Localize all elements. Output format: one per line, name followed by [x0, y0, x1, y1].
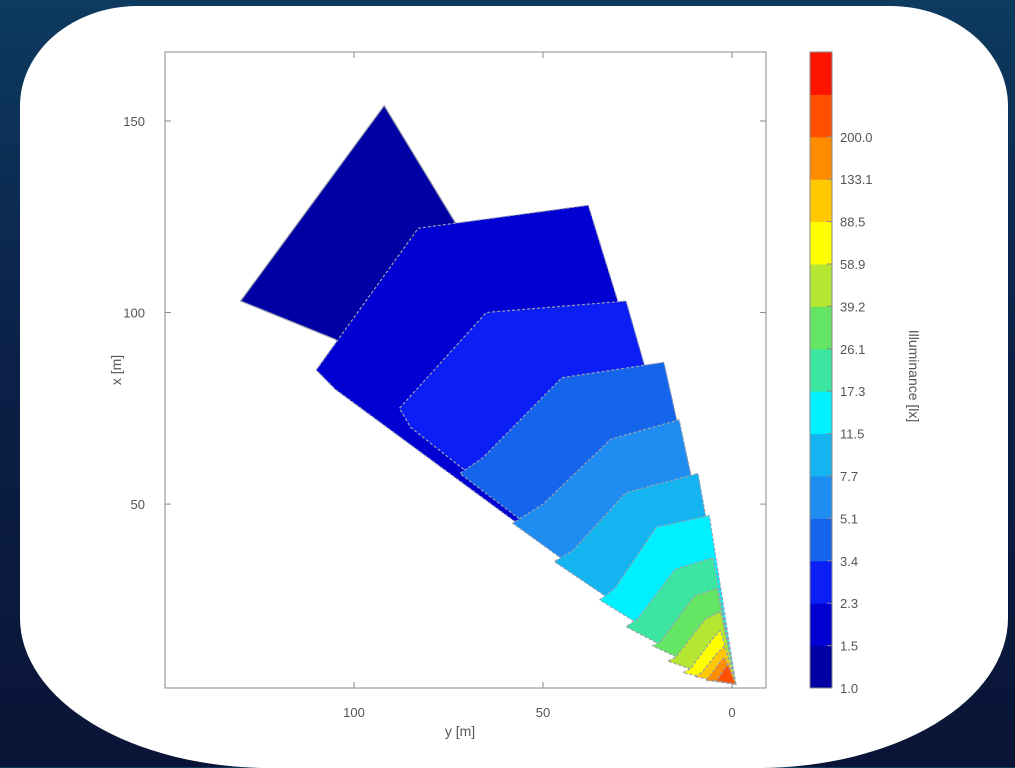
- plot-frame: [164, 51, 767, 689]
- colorbar: 1.0 1.5 2.3 3.4 5.1 7.7 11.5 17.3 26.1 39.2 58.9 88…: [809, 51, 873, 696]
- colorbar-tick-label: 133.1: [840, 172, 873, 187]
- contour-fill-layer: [240, 104, 737, 685]
- colorbar-tick-label: 58.9: [840, 257, 865, 272]
- colorbar-segment: [810, 94, 832, 138]
- figure-card: 100 50 0 50 100 150 y [m] x [m] 1.0 1.5 2.3 3.4 5…: [20, 6, 1008, 768]
- colorbar-tick-label: 2.3: [840, 596, 858, 611]
- colorbar-segment: [810, 264, 832, 307]
- colorbar-tick-label: 26.1: [840, 342, 865, 357]
- colorbar-tick-label: 11.5: [840, 427, 864, 442]
- colorbar-segment: [810, 433, 832, 477]
- colorbar-tick-label: 3.4: [840, 554, 858, 569]
- y-tick-label: 100: [123, 306, 145, 321]
- colorbar-frame: [809, 51, 833, 689]
- colorbar-tick-label: 88.5: [840, 215, 865, 230]
- colorbar-segment: [810, 603, 832, 647]
- colorbar-tick-label: 17.3: [840, 384, 865, 399]
- x-tick-label: 100: [343, 705, 365, 720]
- colorbar-tick-label: 7.7: [840, 469, 858, 484]
- colorbar-segment: [810, 476, 832, 519]
- colorbar-segment: [810, 52, 832, 95]
- x-axis-label: y [m]: [445, 723, 475, 739]
- axis-ticks: 100 50 0 50 100 150: [123, 52, 766, 720]
- colorbar-segment: [810, 348, 832, 392]
- colorbar-tick-label: 200.0: [840, 130, 873, 145]
- y-axis-label: x [m]: [108, 355, 124, 385]
- colorbar-label: Illuminance [lx]: [906, 330, 922, 423]
- colorbar-segment: [810, 391, 832, 435]
- colorbar-tick-label: 1.5: [840, 639, 858, 654]
- y-tick-label: 50: [131, 497, 145, 512]
- colorbar-tick-label: 1.0: [840, 681, 858, 696]
- x-tick-label: 0: [728, 705, 735, 720]
- colorbar-tick-label: 39.2: [840, 299, 865, 314]
- contour-plot: 100 50 0 50 100 150 y [m] x [m] 1.0 1.5 2.3 3.4 5…: [108, 51, 922, 739]
- colorbar-segment: [810, 179, 832, 223]
- colorbar-segment: [810, 560, 832, 604]
- x-tick-label: 50: [536, 705, 550, 720]
- colorbar-segment: [810, 306, 832, 350]
- colorbar-segment: [810, 518, 832, 562]
- contour-region: [712, 664, 737, 685]
- colorbar-tick-label: 5.1: [840, 511, 858, 526]
- colorbar-segment: [810, 645, 832, 689]
- colorbar-segment: [810, 136, 832, 180]
- colorbar-segment: [810, 221, 832, 265]
- y-tick-label: 150: [123, 114, 145, 129]
